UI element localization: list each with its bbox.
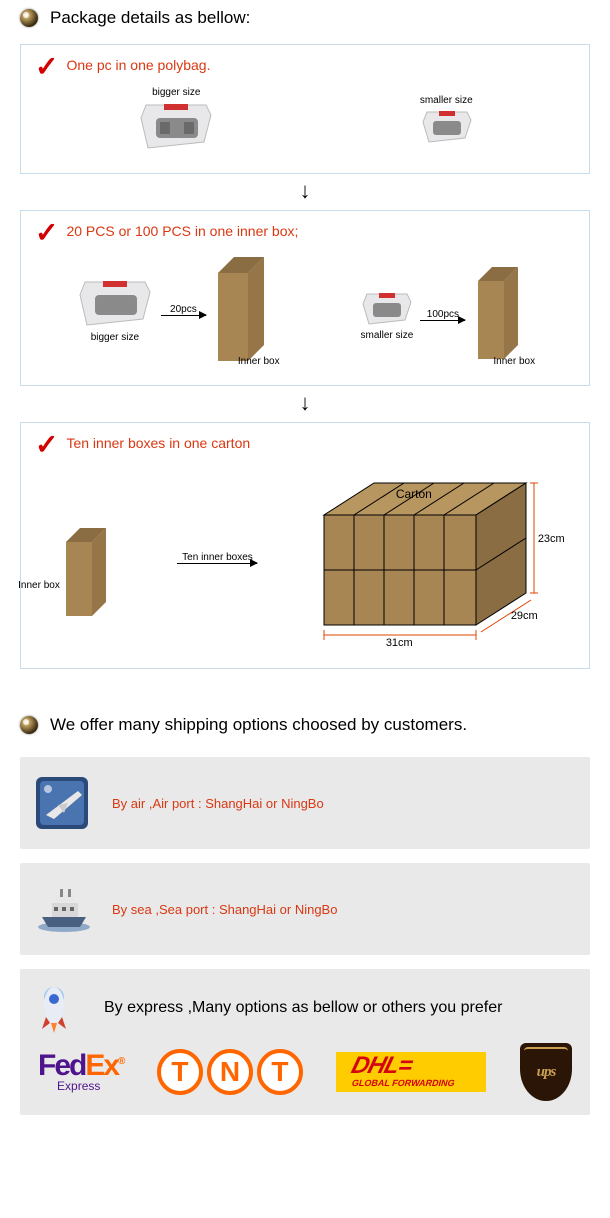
check-icon: ✓ bbox=[35, 57, 58, 77]
check-icon: ✓ bbox=[35, 435, 58, 455]
inner-box-label: Inner box bbox=[18, 580, 60, 591]
airplane-icon bbox=[34, 775, 90, 831]
label-bigger: bigger size bbox=[91, 332, 139, 343]
label-bigger: bigger size bbox=[152, 87, 200, 98]
panel-title-text: 20 PCS or 100 PCS in one inner box; bbox=[66, 223, 298, 239]
tnt-letter: T bbox=[157, 1049, 203, 1095]
panel-inner-box: ✓ 20 PCS or 100 PCS in one inner box; bi… bbox=[20, 210, 590, 386]
section-header-shipping: We offer many shipping options choosed b… bbox=[0, 707, 610, 743]
dhl-main: DHL bbox=[349, 1052, 403, 1079]
box-label: Inner box bbox=[238, 356, 280, 367]
panel-title: ✓ Ten inner boxes in one carton bbox=[35, 435, 575, 455]
carton-label: Carton bbox=[396, 487, 432, 501]
section-title: We offer many shipping options choosed b… bbox=[50, 715, 467, 735]
box-label: Inner box bbox=[493, 356, 535, 367]
product-smaller-icon bbox=[419, 108, 474, 148]
panel-title: ✓ One pc in one polybag. bbox=[35, 57, 575, 77]
label-smaller: smaller size bbox=[360, 330, 413, 341]
tnt-letter: N bbox=[207, 1049, 253, 1095]
bullet-icon bbox=[20, 9, 38, 27]
section-header-package: Package details as bellow: bbox=[0, 0, 610, 36]
ups-text: ups bbox=[537, 1064, 556, 1081]
rocket-icon bbox=[34, 983, 74, 1033]
dim-w: 31cm bbox=[386, 637, 413, 649]
inner-box-icon bbox=[476, 263, 531, 368]
ship-sea-text: By sea ,Sea port : ShangHai or NingBo bbox=[112, 902, 337, 917]
check-icon: ✓ bbox=[35, 223, 58, 243]
qty-bigger: 20pcs bbox=[170, 304, 197, 315]
ship-air-panel: By air ,Air port : ShangHai or NingBo bbox=[20, 757, 590, 849]
panel-title: ✓ 20 PCS or 100 PCS in one inner box; bbox=[35, 223, 575, 243]
product-smaller-icon bbox=[359, 290, 414, 330]
panel-title-text: Ten inner boxes in one carton bbox=[66, 435, 250, 451]
arrow-right-icon bbox=[177, 563, 257, 564]
arrow-label: Ten inner boxes bbox=[182, 552, 253, 563]
label-smaller: smaller size bbox=[420, 95, 473, 106]
panel-carton: ✓ Ten inner boxes in one carton Inner bo… bbox=[20, 422, 590, 669]
arrow-down-icon: ↓ bbox=[0, 392, 610, 414]
dim-d: 29cm bbox=[511, 610, 538, 622]
dhl-sub: GLOBAL FORWARDING bbox=[336, 1078, 486, 1088]
ship-express-panel: By express ,Many options as bellow or ot… bbox=[20, 969, 590, 1115]
arrow-right-icon bbox=[161, 315, 206, 316]
ship-air-text: By air ,Air port : ShangHai or NingBo bbox=[112, 796, 324, 811]
dim-h: 23cm bbox=[538, 533, 565, 545]
ship-express-text: By express ,Many options as bellow or ot… bbox=[104, 999, 502, 1017]
arrow-down-icon: ↓ bbox=[0, 180, 610, 202]
section-title: Package details as bellow: bbox=[50, 8, 250, 28]
arrow-right-icon bbox=[420, 320, 465, 321]
inner-box-icon bbox=[64, 524, 119, 624]
product-bigger-icon bbox=[75, 277, 155, 332]
dhl-logo: DHL= GLOBAL FORWARDING bbox=[336, 1052, 486, 1092]
qty-smaller: 100pcs bbox=[427, 309, 459, 320]
panel-polybag: ✓ One pc in one polybag. bigger size sma… bbox=[20, 44, 590, 174]
ups-logo: ups bbox=[520, 1043, 572, 1101]
fedex-logo: FedEx® Express bbox=[38, 1052, 123, 1093]
ship-icon bbox=[34, 881, 90, 937]
ship-sea-panel: By sea ,Sea port : ShangHai or NingBo bbox=[20, 863, 590, 955]
fedex-sub: Express bbox=[57, 1079, 104, 1093]
tnt-logo: T N T bbox=[157, 1049, 303, 1095]
inner-box-icon bbox=[216, 253, 276, 368]
panel-title-text: One pc in one polybag. bbox=[66, 57, 210, 73]
product-bigger-icon bbox=[136, 100, 216, 155]
tnt-letter: T bbox=[257, 1049, 303, 1095]
bullet-icon bbox=[20, 716, 38, 734]
